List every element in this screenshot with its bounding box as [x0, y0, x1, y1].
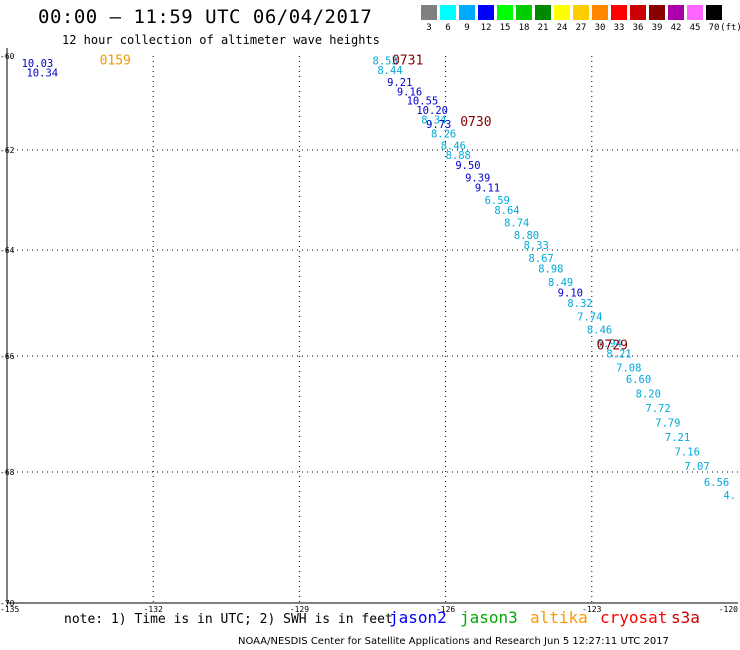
- wave-height-value: 8.21: [606, 348, 631, 360]
- legend-unit: (ft): [720, 23, 740, 33]
- lat-tick-label: -68: [0, 468, 15, 477]
- wave-height-value: 9.16: [397, 86, 422, 98]
- wave-height-value: 8.80: [514, 230, 539, 242]
- pass-time-label: 0730: [460, 115, 491, 130]
- lat-tick-label: -66: [0, 352, 15, 361]
- wave-height-value: 8.49: [548, 277, 573, 289]
- legend-label: 27: [575, 23, 587, 33]
- legend-label: 30: [594, 23, 606, 33]
- wave-height-value: 7.79: [655, 418, 680, 430]
- wave-height-value: 4.: [723, 490, 736, 502]
- legend-label: 3: [426, 23, 432, 33]
- wave-height-value: 7.72: [645, 403, 670, 415]
- wave-height-value: 10.20: [416, 105, 448, 117]
- satellite-name: jason3: [460, 608, 518, 627]
- wave-height-value: 8.98: [538, 264, 563, 276]
- wave-height-value: 7.21: [665, 432, 690, 444]
- legend-label: 9: [464, 23, 470, 33]
- wave-height-value: 8.46: [587, 325, 612, 337]
- satellite-name: jason2: [389, 608, 447, 627]
- wave-height-value: 6.60: [626, 374, 651, 386]
- wave-height-value: 8.20: [636, 389, 661, 401]
- wave-height-value: 7.07: [684, 461, 709, 473]
- wave-height-value: 9.10: [558, 287, 583, 299]
- footer-credit: NOAA/NESDIS Center for Satellite Applica…: [238, 636, 669, 647]
- lat-tick-label: -62: [0, 146, 15, 155]
- pass-time-label: 0159: [100, 54, 131, 69]
- wave-height-value: 6.59: [485, 195, 510, 207]
- pass-time-label: 0731: [392, 54, 423, 69]
- legend-label: 15: [499, 23, 511, 33]
- wave-height-value: 8.32: [567, 298, 592, 310]
- legend-label: 36: [632, 23, 644, 33]
- lat-tick-label: -60: [0, 52, 15, 61]
- wave-height-value: 8.46: [441, 140, 466, 152]
- legend-swatch: [421, 5, 437, 20]
- wave-height-value: 7.08: [616, 363, 641, 375]
- legend-label: 18: [518, 23, 530, 33]
- wave-height-value: 7.74: [577, 311, 602, 323]
- legend-swatch: [668, 5, 684, 20]
- legend-label: 45: [689, 23, 701, 33]
- page-subtitle: 12 hour collection of altimeter wave hei…: [62, 33, 380, 47]
- legend-label: 12: [480, 23, 492, 33]
- legend-label: 6: [445, 23, 451, 33]
- footer-note: note: 1) Time is in UTC; 2) SWH is in fe…: [64, 612, 393, 627]
- lon-tick-label: -129: [290, 605, 309, 614]
- pass-time-label: 0729: [597, 338, 628, 353]
- legend-swatch: [687, 5, 703, 20]
- legend-label: 21: [537, 23, 549, 33]
- wave-height-value: 9.21: [387, 77, 412, 89]
- legend-swatch: [706, 5, 722, 20]
- legend-swatch: [554, 5, 570, 20]
- legend-swatch: [649, 5, 665, 20]
- lon-tick-label: -135: [0, 605, 19, 614]
- legend-swatch: [573, 5, 589, 20]
- wave-height-value: 8.33: [524, 240, 549, 252]
- legend-label: 70: [708, 23, 720, 33]
- wave-height-value: 8.53: [373, 56, 398, 68]
- wave-height-value: 8.67: [528, 253, 553, 265]
- wave-height-value: 8.34: [421, 114, 446, 126]
- legend-swatch: [611, 5, 627, 20]
- wave-height-value: 6.94: [597, 338, 622, 350]
- lon-tick-label: -123: [582, 605, 601, 614]
- wave-height-value: 7.16: [675, 447, 700, 459]
- legend-swatch: [497, 5, 513, 20]
- page-title: 00:00 – 11:59 UTC 06/04/2017: [38, 6, 373, 28]
- legend-swatch: [459, 5, 475, 20]
- legend-swatch: [440, 5, 456, 20]
- lon-tick-label: -126: [436, 605, 455, 614]
- wave-height-value: 8.64: [494, 205, 519, 217]
- lat-tick-label: -70: [0, 599, 15, 608]
- wave-height-value: 10.34: [26, 67, 58, 79]
- legend-label: 24: [556, 23, 568, 33]
- wave-height-value: 10.55: [407, 96, 439, 108]
- wave-height-value: 10.03: [22, 58, 54, 70]
- wave-height-value: 8.88: [446, 150, 471, 162]
- legend-swatch: [535, 5, 551, 20]
- legend-label: 33: [613, 23, 625, 33]
- wave-height-value: 9.50: [455, 160, 480, 172]
- wave-height-value: 9.11: [475, 183, 500, 195]
- legend-swatch: [592, 5, 608, 20]
- satellite-name: altika: [530, 608, 588, 627]
- legend-swatch: [516, 5, 532, 20]
- satellite-name: s3a: [671, 608, 700, 627]
- wave-height-value: 8.44: [377, 65, 402, 77]
- wave-height-value: 6.56: [704, 477, 729, 489]
- lat-tick-label: -64: [0, 246, 15, 255]
- lon-tick-label: -132: [144, 605, 163, 614]
- wave-height-value: 8.26: [431, 129, 456, 141]
- legend-label: 39: [651, 23, 663, 33]
- satellite-name: cryosat: [600, 608, 668, 627]
- legend-label: 42: [670, 23, 682, 33]
- lon-tick-label: -120: [719, 605, 738, 614]
- legend-swatch: [478, 5, 494, 20]
- legend-swatch: [630, 5, 646, 20]
- wave-height-value: 9.73: [426, 119, 451, 131]
- wave-height-value: 9.39: [465, 173, 490, 185]
- wave-height-value: 8.74: [504, 218, 529, 230]
